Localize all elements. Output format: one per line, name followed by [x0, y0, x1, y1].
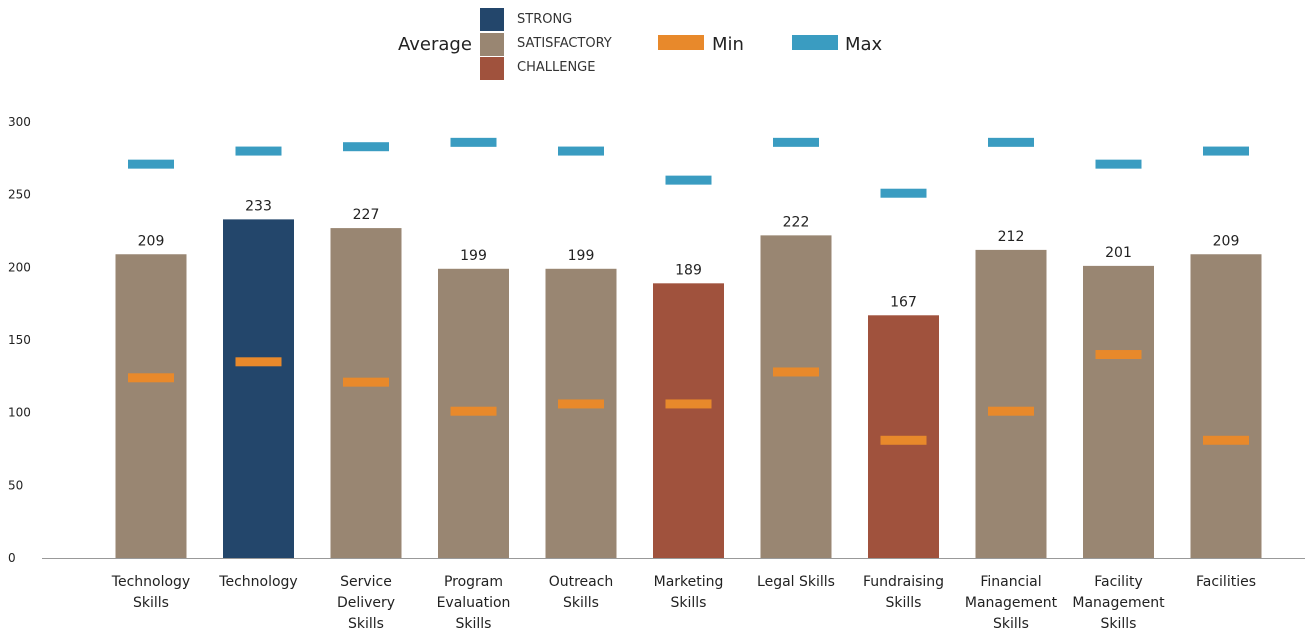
- bar-value-label: 199: [568, 248, 595, 264]
- x-category-label: Marketing Skills: [654, 574, 724, 611]
- min-marker: [450, 406, 497, 416]
- legend-satisfactory-label: SATISFACTORY: [517, 36, 612, 51]
- x-category-label-line: Marketing: [654, 574, 724, 590]
- legend-max-label: Max: [845, 34, 883, 55]
- x-category-label-line: Facilities: [1196, 574, 1256, 590]
- max-marker: [988, 137, 1034, 147]
- average-bar: [545, 268, 617, 558]
- x-category-label-line: Skills: [993, 616, 1029, 630]
- legend-satisfactory-swatch: [480, 33, 504, 56]
- average-bar: [223, 219, 294, 558]
- average-bar: [975, 249, 1047, 559]
- x-category-label: Program Evaluation Skills: [437, 574, 511, 630]
- x-category-label: Legal Skills: [757, 574, 835, 590]
- max-marker: [665, 175, 712, 185]
- max-marker: [235, 146, 282, 156]
- x-category-label: Financial Management Skills: [965, 574, 1058, 630]
- legend-min-swatch: [658, 35, 704, 50]
- y-tick-label: 100: [8, 406, 31, 420]
- average-bar: [760, 235, 832, 559]
- max-marker: [880, 188, 927, 198]
- x-category-label-line: Program: [444, 574, 503, 590]
- x-category-label: Outreach Skills: [549, 574, 614, 611]
- x-category-label-line: Delivery: [337, 595, 395, 611]
- x-category-label-line: Evaluation: [437, 595, 511, 611]
- legend-challenge-swatch: [480, 57, 504, 80]
- bar-value-label: 209: [138, 233, 165, 249]
- x-category-label-line: Technology: [218, 574, 297, 590]
- x-category-label-line: Financial: [980, 574, 1041, 590]
- min-marker: [773, 367, 819, 377]
- min-marker: [558, 399, 604, 409]
- min-marker: [988, 406, 1034, 416]
- x-category-label-line: Management: [1072, 595, 1165, 611]
- x-category-label: Technology: [218, 574, 297, 590]
- x-category-label-line: Skills: [886, 595, 922, 611]
- average-bar: [330, 228, 402, 559]
- x-category-label: Service Delivery Skills: [337, 574, 395, 630]
- x-category-label-line: Fundraising: [863, 574, 944, 590]
- x-category-label-line: Skills: [563, 595, 599, 611]
- min-marker: [343, 377, 389, 387]
- x-category-label: Facility Management Skills: [1072, 574, 1165, 630]
- average-bar: [1083, 265, 1154, 558]
- legend-min-label: Min: [712, 34, 744, 55]
- min-marker: [235, 357, 282, 367]
- legend-average-label: Average: [398, 34, 472, 55]
- min-marker: [128, 373, 174, 383]
- min-marker: [880, 435, 927, 445]
- bar-value-label: 199: [460, 248, 487, 264]
- x-category-label-line: Service: [340, 574, 392, 590]
- min-marker: [1203, 435, 1249, 445]
- legend-challenge-label: CHALLENGE: [517, 60, 596, 75]
- bar-value-label: 201: [1105, 245, 1132, 261]
- x-category-label: Facilities: [1196, 574, 1256, 590]
- bar-value-label: 227: [353, 207, 380, 223]
- y-tick-label: 150: [8, 333, 31, 347]
- x-category-label-line: Technology: [111, 574, 190, 590]
- min-marker: [665, 399, 712, 409]
- x-category-label-line: Skills: [671, 595, 707, 611]
- max-marker: [1095, 159, 1142, 169]
- average-bar: [1190, 254, 1262, 558]
- x-category-label-line: Legal Skills: [757, 574, 835, 590]
- bar-value-label: 222: [783, 214, 810, 230]
- y-tick-label: 300: [8, 115, 31, 129]
- max-marker: [450, 137, 497, 147]
- bar-value-label: 189: [675, 262, 702, 278]
- y-tick-label: 200: [8, 260, 31, 274]
- legend-max-swatch: [792, 35, 838, 50]
- max-marker: [128, 159, 174, 169]
- x-category-label-line: Outreach: [549, 574, 614, 590]
- average-bar: [115, 254, 187, 558]
- x-category-label-line: Skills: [456, 616, 492, 630]
- legend-strong-swatch: [480, 8, 504, 31]
- bar-value-label: 233: [245, 198, 272, 214]
- x-category-label-line: Management: [965, 595, 1058, 611]
- x-category-label: Technology Skills: [111, 574, 190, 611]
- y-tick-label: 0: [8, 551, 16, 565]
- max-marker: [1203, 146, 1249, 156]
- bar-value-label: 212: [998, 229, 1025, 245]
- bar-value-label: 209: [1213, 233, 1240, 249]
- x-category-label-line: Facility: [1094, 574, 1143, 590]
- chart-legend: Average STRONG SATISFACTORY CHALLENGE Mi…: [0, 0, 1310, 90]
- average-bar: [653, 283, 724, 558]
- x-category-label: Fundraising Skills: [863, 574, 944, 611]
- min-marker: [1095, 350, 1142, 360]
- y-tick-label: 50: [8, 478, 23, 492]
- max-marker: [343, 142, 389, 152]
- y-tick-label: 250: [8, 188, 31, 202]
- max-marker: [773, 137, 819, 147]
- x-category-label-line: Skills: [348, 616, 384, 630]
- x-category-label-line: Skills: [1101, 616, 1137, 630]
- max-marker: [558, 146, 604, 156]
- x-category-label-line: Skills: [133, 595, 169, 611]
- legend-strong-label: STRONG: [517, 12, 573, 27]
- bar-value-label: 167: [890, 294, 917, 310]
